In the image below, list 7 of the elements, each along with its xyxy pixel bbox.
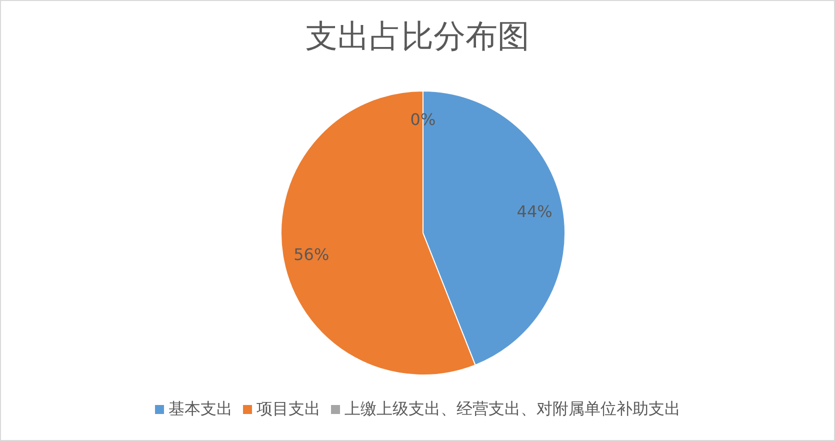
legend-label: 项目支出: [256, 399, 320, 420]
data-label: 44%: [516, 202, 552, 222]
legend-label: 上缴上级支出、经营支出、对附属单位补助支出: [344, 399, 680, 420]
data-label: 56%: [294, 244, 330, 264]
legend-label: 基本支出: [168, 399, 232, 420]
chart-title: 支出占比分布图: [304, 17, 530, 56]
text: 0%: [410, 110, 436, 129]
